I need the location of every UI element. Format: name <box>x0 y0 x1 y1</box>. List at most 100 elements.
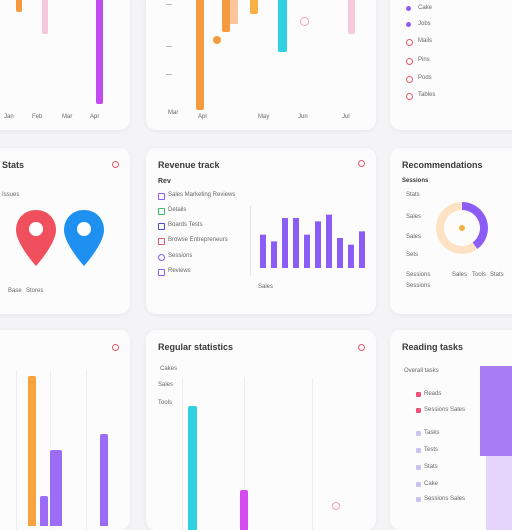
bar-chart <box>260 214 365 268</box>
tick: Feb <box>32 114 43 120</box>
grid-line <box>244 378 245 530</box>
bar-teal <box>188 406 197 530</box>
settings-icon[interactable] <box>112 161 119 168</box>
item-icon <box>158 254 165 261</box>
item-icon <box>416 465 421 470</box>
card-subtitle: Rev <box>158 178 171 185</box>
item-icon <box>158 269 165 276</box>
bar-orange <box>16 0 22 12</box>
card-bottom-center: Regular statistics Cakes Sales Tools <box>146 330 376 530</box>
tick: Mar <box>62 114 73 120</box>
bullet-icon <box>406 58 413 65</box>
map-pin-red-icon <box>16 210 56 266</box>
bar-orange <box>196 0 204 110</box>
card-bottom-right: Reading tasks Overall tasks Reads Sessio… <box>390 330 512 530</box>
card-title: Recommendations <box>402 160 483 170</box>
bar <box>315 221 321 268</box>
dot-pink <box>332 502 340 510</box>
donut-slice <box>461 202 488 250</box>
grid-line <box>16 370 17 530</box>
list-item-label: Boards Tests <box>168 222 203 228</box>
bullet-icon <box>406 76 413 83</box>
list-item-label: Details <box>168 207 187 213</box>
bar <box>271 241 277 268</box>
card-title: Stats <box>2 160 25 170</box>
list-item-label: Jobs <box>418 21 431 27</box>
bar-orange <box>28 376 36 526</box>
tick: Jan <box>4 114 14 120</box>
tick: Jun <box>298 114 308 120</box>
item-icon <box>416 408 421 413</box>
y-tick: — <box>166 72 172 78</box>
list-item-label: Sales Marketing Reviews <box>168 192 236 198</box>
bar-pink <box>42 0 48 34</box>
tick: Apr <box>198 114 208 120</box>
tick: Mar <box>168 110 179 116</box>
list-item-label: Tasks <box>424 430 440 436</box>
settings-icon[interactable] <box>358 344 365 351</box>
card-label: Cakes <box>160 366 178 372</box>
card-subtitle: Overall tasks <box>404 368 439 374</box>
bar-pink <box>348 0 355 34</box>
card-subtitle: Sessions <box>402 178 429 184</box>
donut-label: Stats <box>406 192 420 198</box>
donut-label: Sales <box>406 234 422 240</box>
grid-line <box>312 378 313 530</box>
side-panel-light <box>486 456 512 530</box>
y-tick: — <box>166 2 172 8</box>
item-icon <box>416 497 421 502</box>
bar <box>326 214 332 268</box>
tick: Tools <box>158 400 173 406</box>
bar <box>337 238 343 268</box>
chart-axis <box>250 206 251 276</box>
donut-label: Sets <box>406 252 419 258</box>
grid-line <box>86 370 87 530</box>
y-tick: — <box>166 44 172 50</box>
bar <box>359 231 365 268</box>
bullet-icon <box>406 6 411 11</box>
item-icon <box>158 208 165 215</box>
legend-item: Sessions <box>406 272 431 278</box>
donut-center-dot <box>459 225 465 231</box>
bullet-icon <box>406 93 413 100</box>
list-item-label: Sessions Sales <box>424 407 466 413</box>
card-title: Regular statistics <box>158 342 234 352</box>
list-item-label: Cake <box>418 5 433 11</box>
dot-pink <box>300 17 309 26</box>
card-bottom-left <box>0 330 130 530</box>
list-item-label: Browse Entrepreneurs <box>168 237 228 243</box>
bullet-icon <box>406 39 413 46</box>
bar-orange-2 <box>222 0 230 32</box>
item-icon <box>416 448 421 453</box>
bullet-icon <box>406 22 411 27</box>
list-item-label: Reviews <box>168 268 191 274</box>
list-item-label: Stats <box>424 464 438 470</box>
settings-icon[interactable] <box>358 160 365 167</box>
axis-label: Sales <box>258 284 274 290</box>
bar-peach <box>230 0 238 24</box>
settings-icon[interactable] <box>112 344 119 351</box>
bar-purple-3 <box>100 434 108 526</box>
bar-magenta <box>240 490 248 530</box>
bar <box>282 218 288 268</box>
bar-magenta <box>96 0 103 104</box>
dot-orange <box>213 36 221 44</box>
donut-label: Sales <box>406 214 422 220</box>
tick: Apr <box>90 114 100 120</box>
list-item-label: Tables <box>418 92 436 98</box>
item-icon <box>416 482 421 487</box>
list-item-label: Tests <box>424 447 439 453</box>
item-icon <box>158 238 165 245</box>
grid-line <box>182 378 183 530</box>
footer-label: Sessions <box>406 283 431 289</box>
legend-item: Tools <box>472 272 487 278</box>
bar <box>260 234 266 268</box>
list-item-label: Cake <box>424 481 439 487</box>
tick: Jul <box>342 114 350 120</box>
bar-purple-2 <box>50 450 62 526</box>
legend-item: Stats <box>490 272 504 278</box>
side-panel-purple <box>480 366 512 456</box>
item-icon <box>416 431 421 436</box>
card-title: Revenue track <box>158 160 220 170</box>
item-icon <box>158 193 165 200</box>
